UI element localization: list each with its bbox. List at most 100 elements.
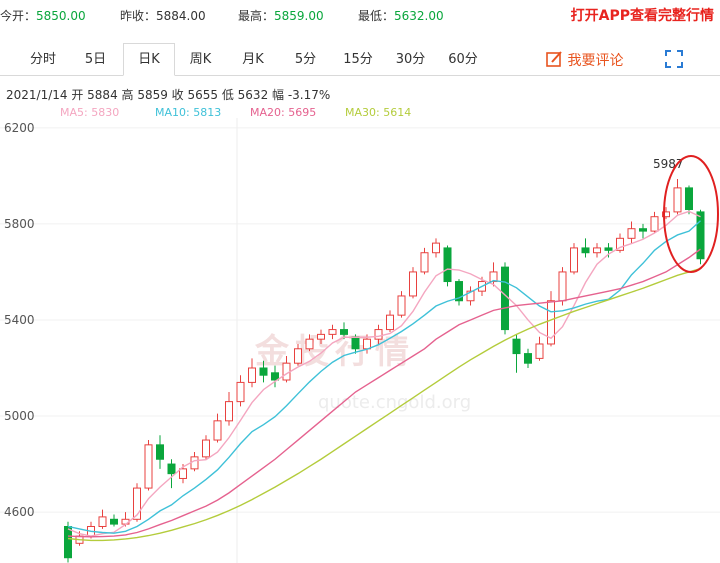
tab[interactable]: 分时 xyxy=(29,52,56,67)
candle-body xyxy=(259,367,268,376)
tab[interactable]: 月K xyxy=(242,52,264,67)
y-tick-label: 4600 xyxy=(4,505,35,519)
legend-entry: MA20: 5695 xyxy=(250,106,317,119)
candle-body xyxy=(650,216,659,232)
candle-body xyxy=(616,237,624,251)
candle-body xyxy=(386,314,394,331)
y-tick-label: 6200 xyxy=(4,121,35,135)
tab-bar: 我要评论 分时 5日 日K 周K 月K 5分 15分 30分 60分 xyxy=(0,43,720,76)
ma-legend: MA5: 5830 MA10: 5813 MA20: 5695 MA30: 5614 xyxy=(0,106,720,120)
candle-body xyxy=(547,300,555,345)
candle-body xyxy=(466,290,475,302)
quote: 最高：5859.00 xyxy=(238,7,324,24)
candle-body xyxy=(144,444,153,489)
comment-icon xyxy=(546,51,562,67)
candle-body xyxy=(409,271,417,297)
quote: 最低：5632.00 xyxy=(358,7,444,24)
candle-body xyxy=(133,487,141,520)
candle-body xyxy=(593,247,601,254)
ma-line xyxy=(67,220,701,534)
legend-entry: MA5: 5830 xyxy=(60,106,120,119)
comment-button[interactable]: 我要评论 xyxy=(545,50,623,70)
ma-line xyxy=(67,248,701,538)
quote-value: 5884.00 xyxy=(156,9,206,23)
candle-body xyxy=(98,516,107,527)
candle-body xyxy=(673,187,682,213)
y-tick-label: 5800 xyxy=(4,217,35,231)
candle-body xyxy=(363,338,371,350)
quote-label: 最高： xyxy=(238,9,275,23)
ma-line xyxy=(67,267,701,542)
candle-body xyxy=(294,348,302,364)
quote-value: 5632.00 xyxy=(394,9,444,23)
candle-body xyxy=(213,420,222,441)
candle-body xyxy=(179,468,187,479)
tab[interactable]: 30分 xyxy=(395,52,426,67)
comment-text: 我要评论 xyxy=(567,53,624,69)
tab[interactable]: 15分 xyxy=(343,52,373,67)
candle-body xyxy=(420,252,429,273)
watermark: quote.cngold.org xyxy=(318,392,471,413)
candle-body xyxy=(156,444,164,460)
tab[interactable]: 5分 xyxy=(294,52,317,67)
quote-value: 5859.00 xyxy=(274,9,324,23)
legend-entry: MA30: 5614 xyxy=(345,106,412,119)
app-link[interactable]: 打开APP查看完整行情 xyxy=(570,8,714,24)
candle-body xyxy=(581,247,590,254)
chart: 4600 5000 5400 5800 6200 金投行情 quote.cngold.org… xyxy=(0,118,720,563)
annotation: 5987 xyxy=(653,157,684,171)
quote-bar: 今开：5850.00 昨收：5884.00 最高：5859.00 最低：5632.00… xyxy=(0,0,720,28)
candle-body xyxy=(317,333,325,340)
highlight-circle xyxy=(663,155,719,273)
candle-body xyxy=(351,336,360,350)
watermark: 金投行情 xyxy=(254,332,415,372)
candle-body xyxy=(685,187,693,210)
candle-body xyxy=(627,228,636,239)
candle-body xyxy=(340,329,348,335)
quote-label: 昨收： xyxy=(120,9,157,23)
candle-body xyxy=(305,338,314,350)
quote-value: 5850.00 xyxy=(36,9,86,23)
candle-body xyxy=(501,266,509,331)
quote: 昨收：5884.00 xyxy=(120,7,206,24)
tab[interactable]: 60分 xyxy=(448,52,478,67)
quote: 今开：5850.00 xyxy=(0,7,86,24)
candle-body xyxy=(489,271,498,283)
candle-body xyxy=(512,338,521,355)
candle-body xyxy=(64,525,72,559)
candle-body xyxy=(455,281,463,302)
candle-body xyxy=(225,401,233,422)
candle-body xyxy=(662,211,670,218)
candle-body xyxy=(236,381,245,403)
candle-body xyxy=(604,247,613,251)
candle-info: 2021/1/14 开 5884 高 5859 收 5655 低 5632 幅 … xyxy=(6,88,331,102)
y-tick-label: 5400 xyxy=(4,313,35,327)
candle-body xyxy=(696,211,705,260)
legend-entry: MA10: 5813 xyxy=(155,106,222,119)
quote-label: 今开： xyxy=(0,9,37,23)
candle-body xyxy=(328,329,337,335)
candle-body xyxy=(397,295,406,316)
fullscreen-icon[interactable] xyxy=(664,49,684,69)
quote-label: 最低： xyxy=(358,9,395,23)
candle-body xyxy=(271,372,279,381)
candle-body xyxy=(202,439,210,458)
candle-body xyxy=(639,228,647,232)
candle-body xyxy=(248,367,256,383)
candle-body xyxy=(443,247,452,283)
candle-body xyxy=(167,463,176,475)
candle-body xyxy=(374,329,383,340)
candle-body xyxy=(570,247,578,273)
candle-body xyxy=(535,343,544,359)
candle-body xyxy=(524,353,532,364)
tab[interactable]: 5日 xyxy=(84,52,107,67)
candle-body xyxy=(558,271,567,302)
candle-body xyxy=(110,518,118,525)
tab[interactable]: 周K xyxy=(189,52,212,67)
candle-body xyxy=(432,242,440,254)
tab[interactable]: 日K xyxy=(123,43,175,76)
ma-line xyxy=(67,210,701,537)
candle-body xyxy=(190,456,199,470)
y-tick-label: 5000 xyxy=(4,409,35,423)
